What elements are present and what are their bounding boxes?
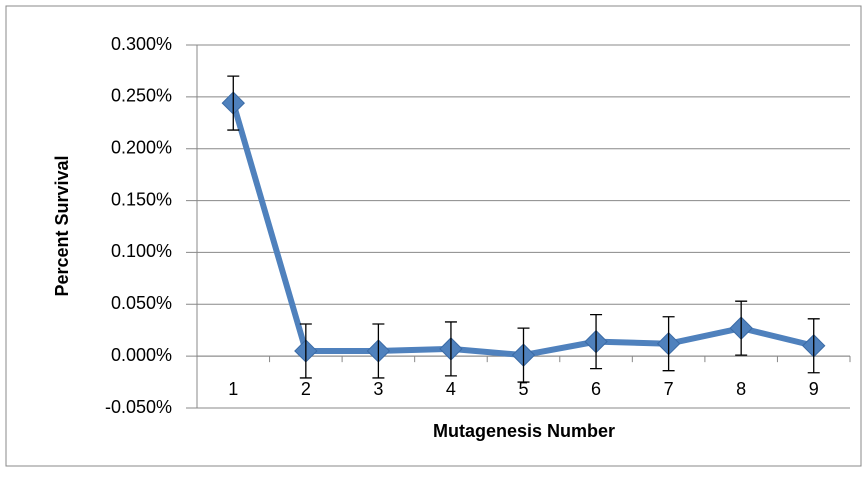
y-tick-label: 0.000% [111,345,172,365]
x-tick-label: 7 [664,379,674,399]
x-tick-label: 5 [518,379,528,399]
x-tick-label: 6 [591,379,601,399]
y-tick-label: 0.300% [111,34,172,54]
y-tick-label: -0.050% [105,397,172,417]
error-bar [299,323,312,379]
error-bar [735,300,748,356]
error-bar [517,327,530,383]
x-tick-label: 9 [809,379,819,399]
error-bar [662,316,675,372]
error-bar [444,321,457,377]
y-tick-label: 0.050% [111,293,172,313]
x-axis-title: Mutagenesis Number [433,421,615,441]
y-axis-title: Percent Survival [52,155,72,296]
error-bar [807,318,820,374]
x-tick-label: 3 [373,379,383,399]
chart-border [5,5,862,467]
y-tick-label: 0.250% [111,86,172,106]
error-bar [372,323,385,379]
y-tick-label: 0.200% [111,137,172,157]
x-tick-label: 1 [228,379,238,399]
error-bar [227,75,240,131]
x-tick-label: 2 [301,379,311,399]
y-tick-label: 0.100% [111,241,172,261]
error-bar [590,314,603,370]
y-tick-label: 0.150% [111,189,172,209]
x-tick-label: 8 [736,379,746,399]
x-tick-label: 4 [446,379,456,399]
